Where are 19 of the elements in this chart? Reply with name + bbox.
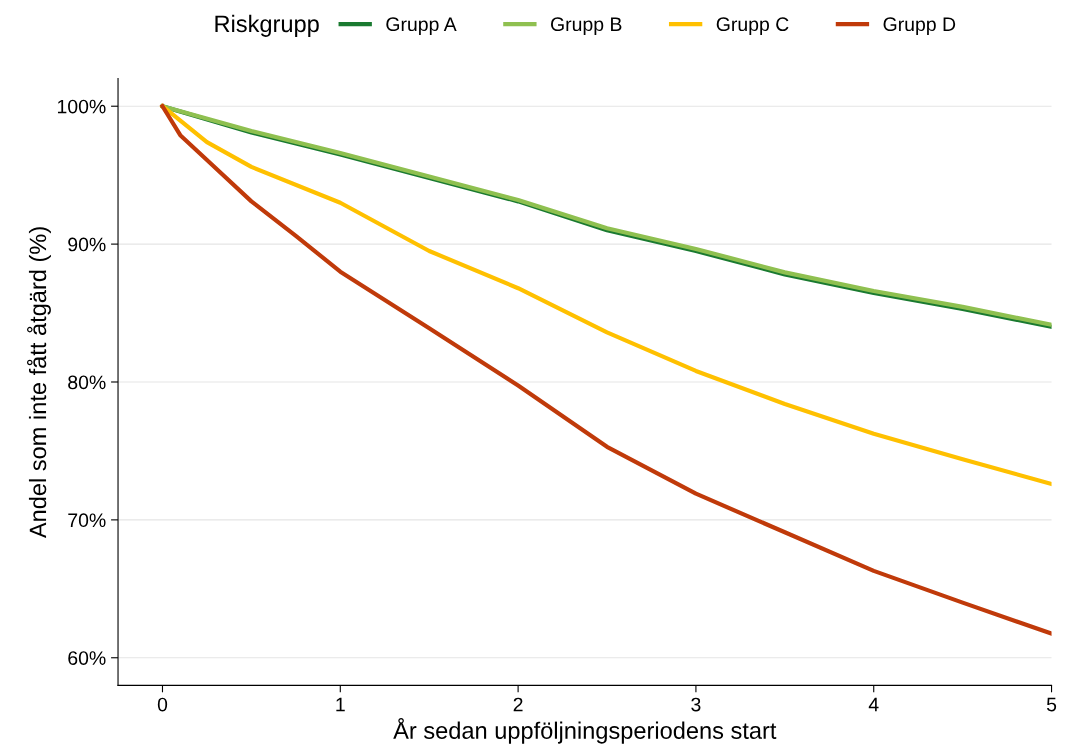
y-axis-title: Andel som inte fått åtgärd (%) — [27, 227, 51, 539]
legend-label: Grupp A — [386, 17, 457, 35]
y-tick-label: 80% — [68, 375, 106, 390]
x-tick-label: 1 — [336, 697, 345, 712]
legend-label: Grupp B — [551, 17, 622, 35]
x-tick-label: 3 — [691, 697, 701, 712]
legend-label: Grupp D — [883, 17, 956, 35]
x-tick-label: 5 — [1046, 697, 1057, 712]
y-tick-label: 70% — [68, 513, 106, 528]
x-tick-label: 4 — [868, 697, 879, 712]
line-series — [160, 104, 1052, 636]
x-tick-label: 2 — [513, 697, 523, 712]
y-tick-label: 100% — [57, 99, 106, 114]
legend-label: Grupp C — [716, 17, 789, 35]
y-tick-label: 90% — [68, 237, 106, 252]
y-tick-label: 60% — [68, 651, 106, 665]
x-axis-title: År sedan uppföljningsperiodens start — [393, 718, 777, 744]
x-tick-label: 0 — [157, 697, 168, 712]
legend-title: Riskgrupp — [215, 14, 319, 37]
